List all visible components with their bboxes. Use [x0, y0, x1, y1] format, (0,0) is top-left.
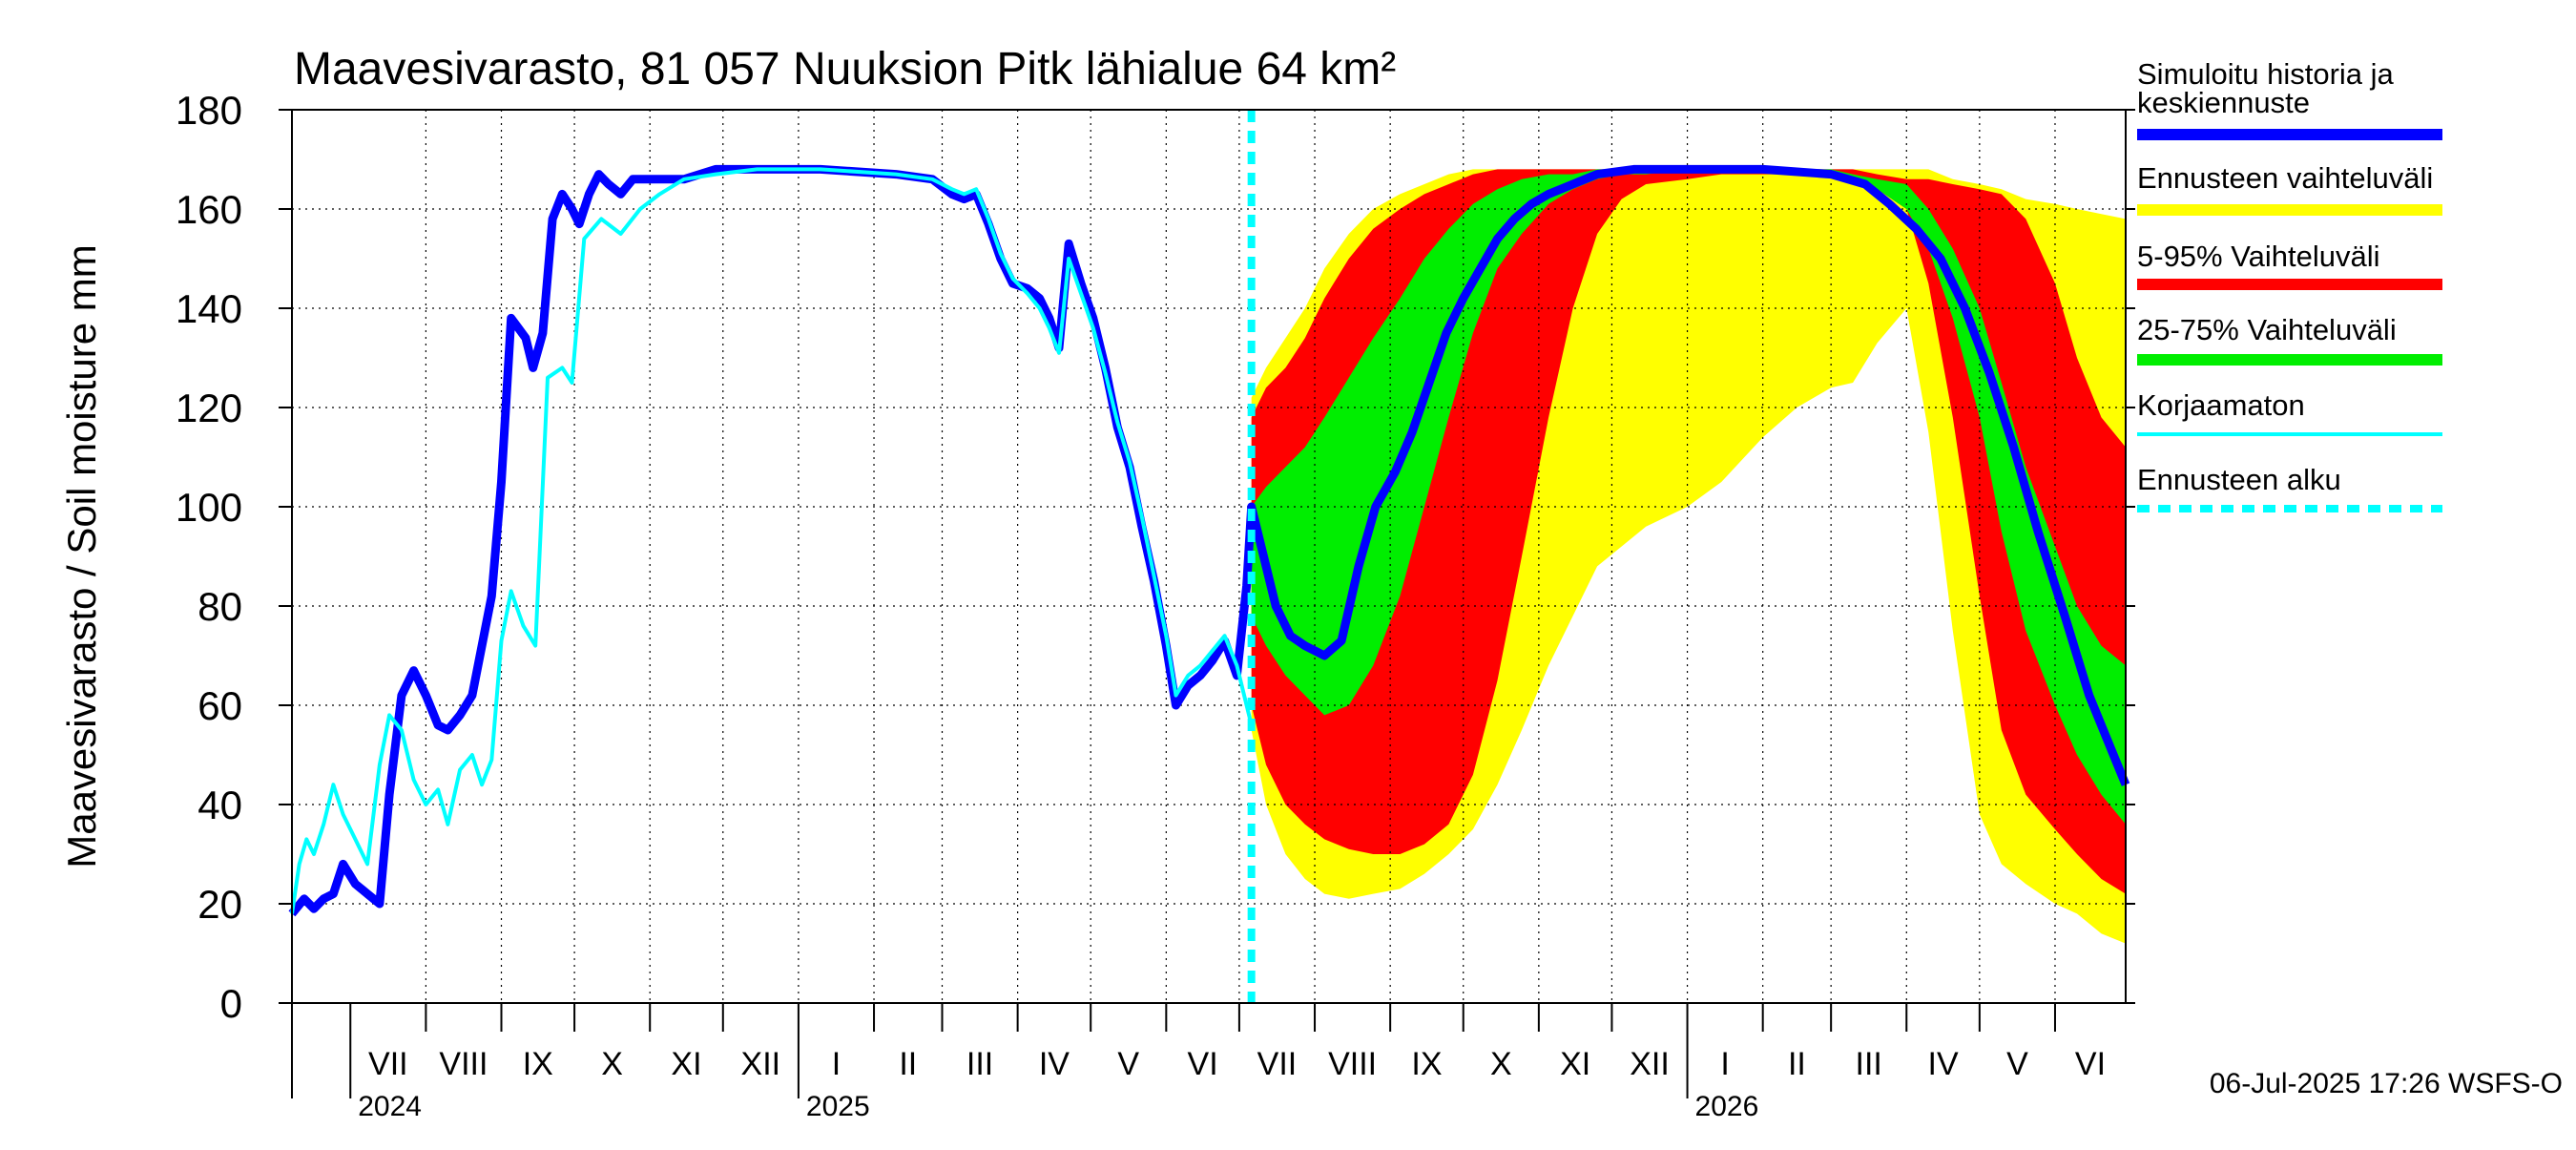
y-tick-label: 120: [176, 386, 242, 430]
y-tick-label: 20: [197, 882, 242, 927]
plot-frame: [291, 109, 2127, 1004]
band-1: [1251, 169, 2126, 894]
month-label: VI: [2075, 1046, 2106, 1082]
y-tick-label: 100: [176, 485, 242, 530]
month-label: X: [601, 1046, 623, 1082]
month-label: XI: [1560, 1046, 1590, 1082]
chart-title: Maavesivarasto, 81 057 Nuuksion Pitk läh…: [294, 44, 1396, 94]
y-tick-label: 60: [197, 683, 242, 728]
legend-label: 25-75% Vaihteluväli: [2137, 313, 2397, 346]
legend-label: Ennusteen vaihteluväli: [2137, 161, 2433, 195]
legend-label: 5-95% Vaihteluväli: [2137, 240, 2379, 273]
y-tick-label: 140: [176, 286, 242, 331]
y-axis-label: Maavesivarasto / Soil moisture mm: [59, 244, 104, 868]
year-label: 2024: [358, 1091, 422, 1122]
y-tick-label: 160: [176, 187, 242, 232]
month-label: II: [1788, 1046, 1806, 1082]
series-line-1: [290, 167, 1254, 914]
month-label: IV: [1928, 1046, 1959, 1082]
month-label: IV: [1039, 1046, 1070, 1082]
band-2: [1251, 169, 2126, 825]
legend-label: Korjaamaton: [2137, 388, 2305, 422]
month-label: XI: [671, 1046, 701, 1082]
month-label: I: [1720, 1046, 1729, 1082]
month-label: VI: [1188, 1046, 1218, 1082]
month-label: V: [2006, 1046, 2028, 1082]
month-label: X: [1490, 1046, 1512, 1082]
month-label: III: [1856, 1046, 1882, 1082]
legend-label: keskiennuste: [2137, 86, 2310, 119]
month-label: VIII: [1328, 1046, 1377, 1082]
month-label: XII: [741, 1046, 781, 1082]
month-label: V: [1117, 1046, 1139, 1082]
year-label: 2025: [806, 1091, 870, 1122]
y-tick-label: 0: [220, 981, 242, 1026]
footer-timestamp: 06-Jul-2025 17:26 WSFS-O: [2210, 1068, 2563, 1099]
month-label: III: [966, 1046, 993, 1082]
legend-label: Ennusteen alku: [2137, 463, 2341, 496]
month-label: IX: [1411, 1046, 1442, 1082]
y-tick-label: 80: [197, 584, 242, 629]
series-line-0: [288, 164, 2130, 917]
y-tick-label: 180: [176, 88, 242, 133]
month-label: VII: [368, 1046, 408, 1082]
legend-label: Simuloitu historia ja: [2137, 57, 2395, 91]
month-label: VII: [1257, 1046, 1298, 1082]
y-tick-label: 40: [197, 783, 242, 827]
month-label: I: [832, 1046, 841, 1082]
month-label: II: [899, 1046, 917, 1082]
month-label: VIII: [439, 1046, 488, 1082]
month-label: IX: [523, 1046, 553, 1082]
year-label: 2026: [1695, 1091, 1759, 1122]
month-label: XII: [1630, 1046, 1670, 1082]
